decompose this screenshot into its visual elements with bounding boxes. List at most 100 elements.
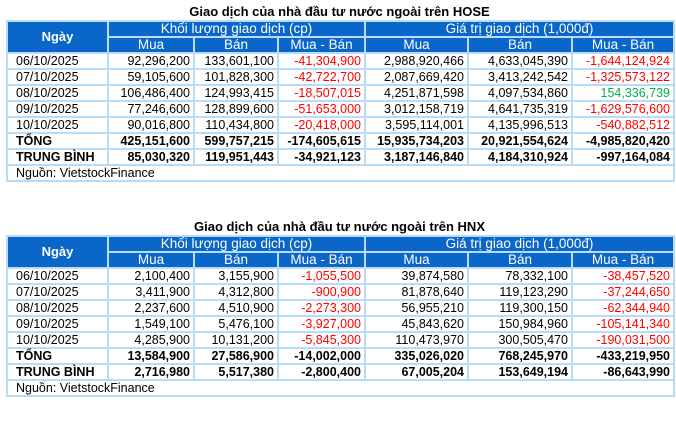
- row-label: 09/10/2025: [6, 315, 109, 333]
- cell: -42,722,700: [277, 68, 366, 86]
- cell: 10,131,200: [193, 331, 279, 349]
- cell: 15,935,734,203: [364, 132, 469, 150]
- cell: 101,828,300: [193, 68, 279, 86]
- cell: 85,030,320: [107, 148, 195, 166]
- cell: 77,246,600: [107, 100, 195, 118]
- cell: -5,845,300: [277, 331, 366, 349]
- cell: 3,595,114,001: [364, 116, 469, 134]
- header-buy: Mua: [107, 251, 195, 269]
- cell: 2,100,400: [107, 267, 195, 285]
- table-row: 09/10/2025 77,246,600 128,899,600 -51,653,0…: [6, 100, 676, 118]
- header-volume: Khối lượng giao dịch (cp): [107, 20, 366, 38]
- row-label: TỔNG: [6, 347, 109, 365]
- cell: 106,486,400: [107, 84, 195, 102]
- cell: 119,951,443: [193, 148, 279, 166]
- table-title: Giao dịch của nhà đầu tư nước ngoài trên…: [194, 219, 485, 234]
- cell: -20,418,000: [277, 116, 366, 134]
- header-buy: Mua: [107, 36, 195, 54]
- cell: 27,586,900: [193, 347, 279, 365]
- header-buy: Mua: [364, 251, 469, 269]
- header-sell: Bán: [467, 251, 573, 269]
- cell: 20,921,554,624: [467, 132, 573, 150]
- cell: -174,605,615: [277, 132, 366, 150]
- foreign-trading-table: Ngày Khối lượng giao dịch (cp) Giá trị g…: [5, 235, 676, 397]
- cell: -37,244,650: [570, 283, 676, 301]
- cell: 56,955,210: [364, 299, 469, 317]
- cell: 425,151,600: [107, 132, 195, 150]
- row-label: 10/10/2025: [6, 116, 109, 134]
- header-day: Ngày: [6, 235, 109, 269]
- cell: 4,251,871,598: [364, 84, 469, 102]
- header-sell: Bán: [193, 36, 279, 54]
- cell: 2,988,920,466: [364, 52, 469, 70]
- cell: -997,164,084: [570, 148, 676, 166]
- cell: -18,507,015: [277, 84, 366, 102]
- table-row: 07/10/2025 3,411,900 4,312,800 -900,900 81,8…: [6, 283, 676, 301]
- foreign-trading-table: Ngày Khối lượng giao dịch (cp) Giá trị g…: [5, 20, 676, 182]
- cell: 81,878,640: [364, 283, 469, 301]
- row-label: 07/10/2025: [6, 68, 109, 86]
- header-day: Ngày: [6, 20, 109, 54]
- table-row: 08/10/2025 2,237,600 4,510,900 -2,273,300 56…: [6, 299, 676, 317]
- row-label: 06/10/2025: [6, 267, 109, 285]
- cell: 768,245,970: [467, 347, 573, 365]
- summary-row: TRUNG BÌNH 85,030,320 119,951,443 -34,921,1…: [6, 148, 676, 166]
- cell: -41,304,900: [277, 52, 366, 70]
- cell: 3,187,146,840: [364, 148, 469, 166]
- row-label: 08/10/2025: [6, 84, 109, 102]
- cell: -51,653,000: [277, 100, 366, 118]
- cell: 45,843,620: [364, 315, 469, 333]
- cell: 3,012,158,719: [364, 100, 469, 118]
- cell: 13,584,900: [107, 347, 195, 365]
- header-net: Mua - Bán: [277, 251, 366, 269]
- cell: -540,882,512: [570, 116, 676, 134]
- source-note: Nguồn: VietstockFinance: [5, 164, 676, 182]
- hose-section: Giao dịch của nhà đầu tư nước ngoài trên…: [5, 3, 676, 182]
- cell: 2,716,980: [107, 363, 195, 381]
- cell: -34,921,123: [277, 148, 366, 166]
- header-net: Mua - Bán: [570, 36, 676, 54]
- cell: 4,097,534,860: [467, 84, 573, 102]
- cell: 92,296,200: [107, 52, 195, 70]
- hnx-section: Giao dịch của nhà đầu tư nước ngoài trên…: [5, 218, 676, 397]
- cell: 599,757,215: [193, 132, 279, 150]
- table-row: 06/10/2025 92,296,200 133,601,100 -41,304,9…: [6, 52, 676, 70]
- cell: 4,312,800: [193, 283, 279, 301]
- cell: -190,031,500: [570, 331, 676, 349]
- cell: 4,510,900: [193, 299, 279, 317]
- source-note: Nguồn: VietstockFinance: [5, 379, 676, 397]
- cell: 110,434,800: [193, 116, 279, 134]
- cell: 59,105,600: [107, 68, 195, 86]
- cell: 154,336,739: [570, 84, 676, 102]
- cell: 2,087,669,420: [364, 68, 469, 86]
- cell: 3,411,900: [107, 283, 195, 301]
- cell: -14,002,000: [277, 347, 366, 365]
- row-label: 07/10/2025: [6, 283, 109, 301]
- summary-row: TỔNG 13,584,900 27,586,900 -14,002,000 335,0…: [6, 347, 676, 365]
- cell: -2,800,400: [277, 363, 366, 381]
- cell: 110,473,970: [364, 331, 469, 349]
- cell: 4,135,996,513: [467, 116, 573, 134]
- cell: 128,899,600: [193, 100, 279, 118]
- cell: -1,629,576,600: [570, 100, 676, 118]
- row-label: TRUNG BÌNH: [6, 363, 109, 381]
- cell: 124,993,415: [193, 84, 279, 102]
- cell: 5,517,380: [193, 363, 279, 381]
- row-label: 09/10/2025: [6, 100, 109, 118]
- cell: 335,026,020: [364, 347, 469, 365]
- cell: 153,649,194: [467, 363, 573, 381]
- cell: 4,184,310,924: [467, 148, 573, 166]
- header-sell: Bán: [467, 36, 573, 54]
- table-row: 09/10/2025 1,549,100 5,476,100 -3,927,000 45…: [6, 315, 676, 333]
- row-label: 06/10/2025: [6, 52, 109, 70]
- cell: -3,927,000: [277, 315, 366, 333]
- cell: -86,643,990: [570, 363, 676, 381]
- cell: 4,641,735,319: [467, 100, 573, 118]
- header-buy: Mua: [364, 36, 469, 54]
- cell: -1,325,573,122: [570, 68, 676, 86]
- header-net: Mua - Bán: [570, 251, 676, 269]
- cell: 3,413,242,542: [467, 68, 573, 86]
- cell: -433,219,950: [570, 347, 676, 365]
- row-label: TRUNG BÌNH: [6, 148, 109, 166]
- summary-row: TRUNG BÌNH 2,716,980 5,517,380 -2,800,400 67…: [6, 363, 676, 381]
